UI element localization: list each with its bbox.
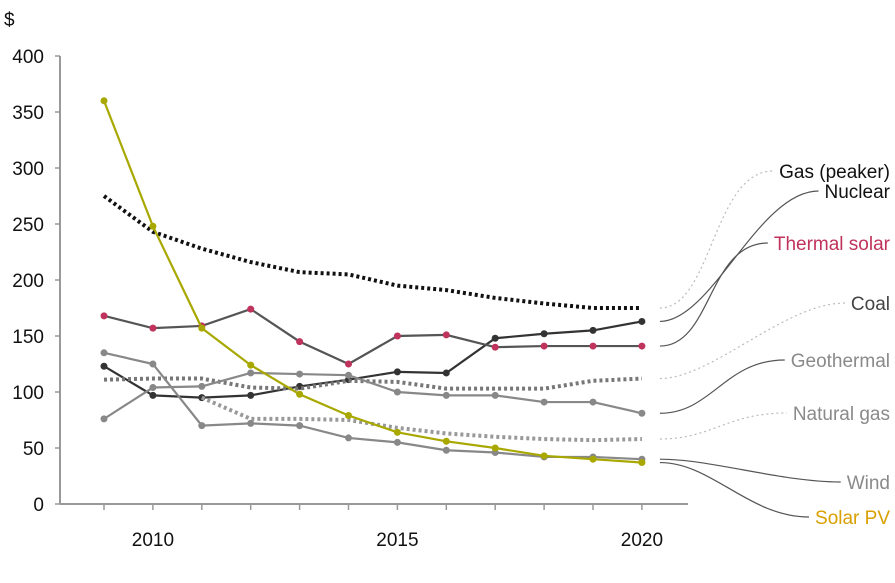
data-point-geothermal bbox=[247, 369, 255, 377]
data-point-nuclear bbox=[540, 330, 548, 338]
data-point-wind bbox=[442, 446, 450, 454]
data-point-thermal-solar bbox=[442, 331, 450, 339]
data-point-solar-pv bbox=[100, 97, 108, 105]
data-point-solar-pv bbox=[345, 412, 352, 420]
data-point-nuclear bbox=[100, 362, 108, 370]
data-point-nuclear bbox=[589, 326, 597, 334]
y-tick-label: 250 bbox=[12, 215, 44, 236]
series-label-coal: Coal bbox=[851, 294, 890, 315]
y-tick-label: 100 bbox=[12, 383, 44, 404]
series-label-geothermal: Geothermal bbox=[791, 351, 890, 372]
data-point-solar-pv bbox=[149, 222, 157, 230]
series-label-nuclear: Nuclear bbox=[825, 182, 891, 203]
data-point-geothermal bbox=[540, 398, 548, 406]
connector-line-geothermal bbox=[659, 359, 785, 414]
series-line-wind bbox=[103, 351, 642, 461]
y-tick-label: 50 bbox=[23, 439, 44, 460]
connector-line-gas-peaker bbox=[659, 170, 774, 309]
data-point-thermal-solar bbox=[345, 360, 352, 368]
data-point-nuclear bbox=[442, 369, 450, 377]
y-axis-label: $ bbox=[4, 10, 15, 31]
data-point-solar-pv bbox=[296, 390, 304, 398]
data-point-nuclear bbox=[393, 368, 401, 376]
series-label-wind: Wind bbox=[847, 473, 890, 494]
data-point-nuclear bbox=[149, 391, 157, 399]
data-point-wind bbox=[149, 360, 157, 368]
data-point-thermal-solar bbox=[638, 342, 646, 350]
connector-line-nuclear bbox=[659, 190, 819, 323]
data-point-geothermal bbox=[296, 370, 304, 378]
series-label-thermal-solar: Thermal solar bbox=[774, 234, 891, 255]
data-point-thermal-solar bbox=[491, 343, 499, 351]
data-point-nuclear bbox=[491, 334, 499, 342]
data-point-nuclear bbox=[247, 391, 255, 399]
series-line-natural-gas bbox=[201, 395, 642, 443]
data-point-geothermal bbox=[345, 371, 352, 379]
series-line-thermal-solar bbox=[103, 307, 642, 366]
data-point-geothermal bbox=[638, 409, 646, 417]
data-point-thermal-solar bbox=[589, 342, 597, 350]
y-tick-label: 0 bbox=[33, 495, 44, 516]
connector-line-coal bbox=[659, 302, 845, 380]
data-point-thermal-solar bbox=[149, 324, 157, 332]
data-point-thermal-solar bbox=[393, 332, 401, 340]
series-line-gas-peaker bbox=[102, 194, 642, 310]
data-point-nuclear bbox=[638, 317, 646, 325]
data-point-geothermal bbox=[589, 398, 597, 406]
data-point-geothermal bbox=[149, 384, 157, 392]
x-tick-label: 2015 bbox=[376, 530, 418, 551]
series-label-solar-pv: Solar PV bbox=[815, 508, 890, 529]
data-point-wind bbox=[100, 349, 108, 357]
y-tick-label: 200 bbox=[12, 271, 44, 292]
connector-line-natural-gas bbox=[659, 412, 787, 440]
data-point-geothermal bbox=[100, 415, 108, 423]
data-point-wind bbox=[393, 438, 401, 446]
connector-line-solar-pv bbox=[659, 461, 810, 518]
data-point-geothermal bbox=[491, 391, 499, 399]
data-point-solar-pv bbox=[638, 459, 646, 467]
data-point-wind bbox=[345, 434, 352, 442]
y-tick-label: 400 bbox=[12, 47, 44, 68]
data-point-solar-pv bbox=[540, 452, 548, 460]
series-label-gas-peaker: Gas (peaker) bbox=[779, 162, 890, 183]
data-point-wind bbox=[247, 419, 255, 427]
data-point-geothermal bbox=[442, 391, 450, 399]
x-tick-label: 2020 bbox=[621, 530, 663, 551]
y-tick-label: 350 bbox=[12, 103, 44, 124]
data-point-wind bbox=[296, 422, 304, 430]
connector-line-thermal-solar bbox=[659, 242, 768, 347]
data-point-geothermal bbox=[393, 388, 401, 396]
data-point-solar-pv bbox=[589, 455, 597, 463]
data-point-solar-pv bbox=[198, 324, 206, 332]
data-point-solar-pv bbox=[393, 428, 401, 436]
connector-line-wind bbox=[659, 458, 841, 483]
series-line-solar-pv bbox=[102, 100, 642, 464]
x-tick-label: 2010 bbox=[132, 530, 174, 551]
y-tick-label: 300 bbox=[12, 159, 44, 180]
data-point-wind bbox=[198, 422, 206, 430]
y-tick-label: 150 bbox=[12, 327, 44, 348]
series-line-nuclear bbox=[103, 320, 643, 399]
series-line-coal bbox=[103, 376, 642, 391]
series-line-geothermal bbox=[103, 371, 643, 420]
data-point-thermal-solar bbox=[247, 305, 255, 313]
data-point-solar-pv bbox=[247, 361, 255, 369]
data-point-thermal-solar bbox=[296, 338, 304, 346]
data-point-thermal-solar bbox=[540, 342, 548, 350]
data-point-thermal-solar bbox=[100, 312, 108, 320]
data-point-geothermal bbox=[198, 382, 206, 390]
data-point-solar-pv bbox=[491, 444, 499, 452]
series-label-natural-gas: Natural gas bbox=[793, 404, 890, 425]
data-point-solar-pv bbox=[442, 437, 450, 445]
